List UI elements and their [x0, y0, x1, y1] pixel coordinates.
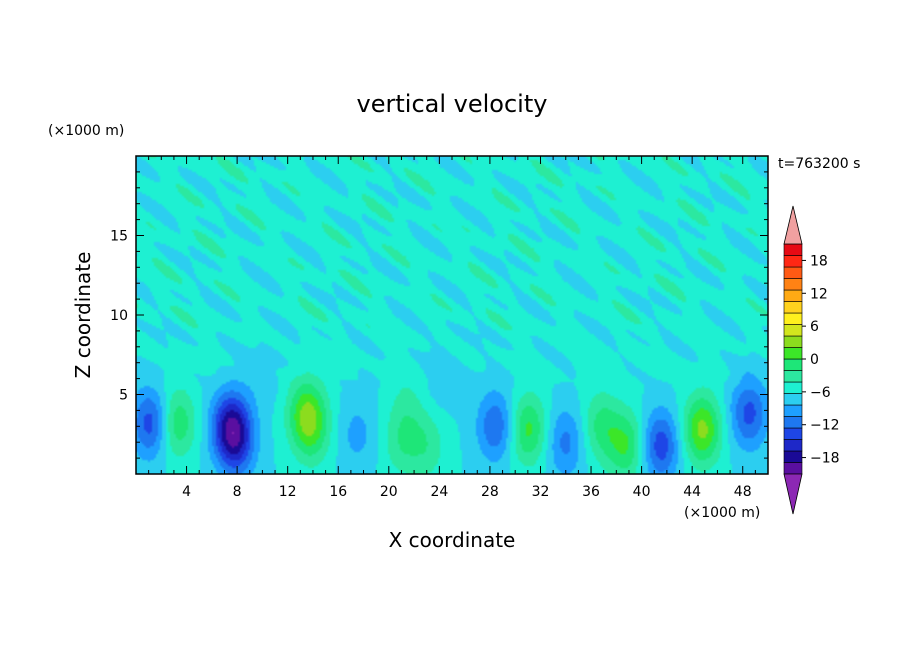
colorbar-swatch — [783, 370, 803, 383]
colorbar-swatch — [783, 278, 803, 291]
colorbar-swatch — [783, 439, 803, 452]
colorbar-swatch — [783, 427, 803, 440]
y-tick-label: 15 — [110, 229, 128, 245]
x-tick-label: 48 — [734, 484, 752, 500]
colorbar-swatch — [783, 462, 803, 475]
colorbar-swatch — [783, 358, 803, 371]
x-tick-label: 20 — [380, 484, 398, 500]
colorbar-swatch — [783, 335, 803, 348]
colorbar-tick-label: −12 — [810, 418, 840, 434]
y-tick-label: 10 — [110, 308, 128, 324]
x-tick-label: 4 — [182, 484, 191, 500]
x-tick-label: 16 — [329, 484, 347, 500]
x-tick-label: 8 — [233, 484, 242, 500]
y-axis-label: Z coordinate — [71, 252, 95, 379]
colorbar-swatch — [783, 416, 803, 429]
heatmap-field — [136, 156, 768, 474]
x-axis-ticks: 4 8 12 16 20 24 28 32 36 40 44 48 — [148, 156, 756, 500]
colorbar-swatch — [783, 289, 803, 302]
x-tick-label: 44 — [683, 484, 701, 500]
colorbar-swatch — [783, 266, 803, 279]
colorbar-tick-label: −6 — [810, 385, 831, 401]
x-tick-label: 28 — [481, 484, 499, 500]
x-tick-label: 40 — [633, 484, 651, 500]
y-axis-ticks: 5 10 15 — [110, 171, 768, 459]
colorbar-swatch — [783, 301, 803, 314]
colorbar-swatch — [783, 324, 803, 337]
y-tick-label: 5 — [119, 388, 128, 404]
colorbar-tick-label: 6 — [810, 319, 819, 335]
colorbar-tick-label: 18 — [810, 253, 828, 269]
colorbar-tick-label: −18 — [810, 451, 840, 467]
x-tick-label: 36 — [582, 484, 600, 500]
colorbar-swatch — [783, 450, 803, 463]
colorbar-swatch — [783, 312, 803, 325]
chart-title: vertical velocity — [357, 90, 548, 118]
colorbar-swatch — [783, 243, 803, 256]
x-tick-label: 32 — [532, 484, 550, 500]
colorbar-swatch — [783, 347, 803, 360]
colorbar-tick-label: 0 — [810, 352, 819, 368]
x-unit-label: (×1000 m) — [684, 505, 760, 521]
colorbar-swatch — [783, 381, 803, 394]
y-unit-label: (×1000 m) — [48, 123, 124, 139]
colorbar-over-arrow — [783, 205, 803, 245]
colorbar-swatch — [783, 255, 803, 268]
x-tick-label: 12 — [279, 484, 297, 500]
colorbar: 18 12 6 0 −6 −12 −18 — [783, 205, 840, 515]
colorbar-swatch — [783, 404, 803, 417]
colorbar-swatch — [783, 393, 803, 406]
colorbar-tick-label: 12 — [810, 286, 828, 302]
time-label: t=763200 s — [778, 156, 860, 172]
x-tick-label: 24 — [430, 484, 448, 500]
colorbar-under-arrow — [783, 473, 803, 515]
x-axis-label: X coordinate — [389, 528, 516, 552]
